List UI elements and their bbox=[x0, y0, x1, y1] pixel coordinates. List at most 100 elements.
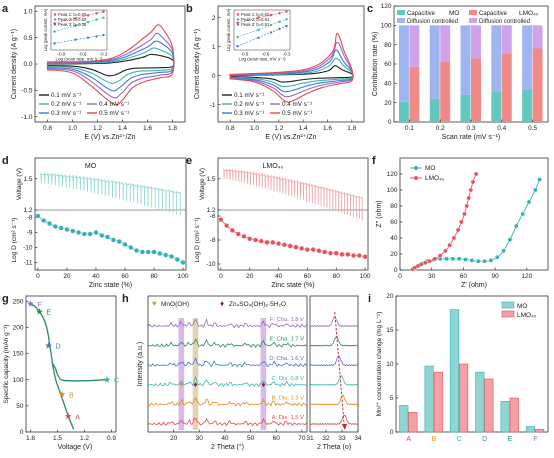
legend-label: Diffusion controlled bbox=[479, 19, 530, 25]
fit-point bbox=[257, 36, 260, 40]
x-tick-label: 1.2 bbox=[93, 125, 102, 132]
inset-y-axis-label: Log (peak current, mA) bbox=[226, 8, 231, 51]
eis-point bbox=[451, 235, 457, 241]
y-tick-label: 0 bbox=[394, 267, 398, 274]
x-axis-label: 2 Theta (°) bbox=[211, 443, 244, 451]
eis-point bbox=[455, 227, 461, 233]
phase-band bbox=[178, 318, 185, 430]
bar-diffusion-mo bbox=[429, 25, 440, 99]
y-tick-label: 15 bbox=[386, 327, 394, 334]
y-tick-label: 60 bbox=[390, 219, 398, 226]
x-tick-label: 32 bbox=[322, 435, 330, 442]
bar-lmo bbox=[408, 411, 418, 433]
logd-point bbox=[350, 253, 357, 259]
y-axis-label: Current density (A g⁻¹) bbox=[194, 29, 201, 99]
state-marker-label: B bbox=[69, 392, 74, 399]
y-tick-label: 20 bbox=[384, 100, 392, 107]
inset-legend-label: Peak 3: b=0.91 bbox=[241, 22, 270, 27]
bar-mo bbox=[399, 405, 409, 433]
x-tick-label: 60 bbox=[121, 273, 129, 280]
x-tick-label: 1.2 bbox=[80, 435, 89, 442]
eis-point bbox=[464, 203, 469, 209]
eis-point bbox=[514, 223, 519, 229]
logd-point bbox=[75, 229, 82, 236]
axes-frame bbox=[34, 157, 187, 271]
xrd-trace-label: A: Dis. 1.5 V bbox=[272, 415, 304, 421]
inset-legend-marker bbox=[236, 23, 240, 26]
logd-point bbox=[87, 231, 93, 237]
state-marker-label: A bbox=[75, 414, 80, 421]
bar-diffusion-mo bbox=[491, 25, 502, 93]
y-tick-label: 1 bbox=[212, 44, 216, 51]
x-tick-label: 20 bbox=[246, 273, 254, 280]
inset-x-tick-label: -0.3 bbox=[100, 52, 108, 57]
inset-x-tick-label: -0.9 bbox=[241, 52, 249, 57]
fit-point bbox=[95, 35, 98, 38]
y-tick-label: 0 bbox=[390, 429, 394, 436]
x-tick-label: 1.8 bbox=[347, 125, 356, 132]
panel-h: 20 30 40 50 60 70 31 32 33 34 2 Theta (°) 2 Theta (… bbox=[137, 295, 362, 451]
legend-symbol: ♥ bbox=[152, 299, 157, 308]
x-tick-label: 30 bbox=[428, 273, 436, 280]
y-tick-label: 0 bbox=[212, 73, 216, 80]
legend-label: 0.2 mV s⁻¹ bbox=[234, 101, 264, 108]
x-tick-label: 1.4 bbox=[118, 125, 127, 132]
logd-point bbox=[293, 244, 299, 250]
eis-point bbox=[533, 187, 538, 193]
logd-point bbox=[304, 247, 311, 253]
state-marker bbox=[27, 300, 34, 307]
y-axis-label: Mn²⁺ concentration change (mg L⁻¹) bbox=[376, 312, 383, 417]
x-tick-label: 0 bbox=[398, 273, 402, 280]
fit-point bbox=[102, 10, 105, 13]
x-tick-label: 60 bbox=[460, 273, 468, 280]
phase-band bbox=[192, 318, 199, 430]
y-tick-label: -11 bbox=[24, 260, 33, 267]
logd-point bbox=[145, 249, 151, 255]
y-tick-label: 1.5 bbox=[206, 176, 215, 183]
xrd-trace bbox=[147, 338, 307, 348]
logd-point bbox=[163, 252, 169, 258]
logd-point bbox=[224, 223, 230, 229]
eis-line bbox=[414, 179, 540, 269]
xrd-zoom-trace bbox=[309, 336, 359, 347]
x-tick-label: 60 bbox=[304, 273, 312, 280]
fit-point bbox=[236, 44, 239, 48]
legend-symbol: ♦ bbox=[220, 299, 224, 308]
x-tick-label: 40 bbox=[221, 435, 229, 442]
logd-point bbox=[168, 253, 175, 260]
x-tick-label: D bbox=[482, 436, 487, 443]
bar-diffusion-lmo bbox=[409, 25, 420, 67]
y-tick-label: -8 bbox=[27, 215, 33, 222]
eis-point bbox=[427, 258, 432, 264]
state-marker bbox=[103, 376, 111, 383]
cv-curve bbox=[229, 33, 354, 103]
y-tick-label: 100 bbox=[381, 23, 392, 30]
logd-point bbox=[333, 250, 339, 256]
fit-line bbox=[237, 18, 287, 38]
eis-point bbox=[459, 219, 464, 225]
x-tick-label: 100 bbox=[178, 273, 189, 280]
eis-point bbox=[526, 199, 532, 205]
panel-f: 0 30 60 90 120 0 20 40 60 80 100 120 Z' (ohm) Z'' (oh… bbox=[376, 157, 549, 289]
logd-point bbox=[139, 249, 146, 255]
logd-point bbox=[241, 233, 247, 240]
panel-title: MO bbox=[85, 163, 97, 170]
x-tick-label: 1.2 bbox=[274, 125, 283, 132]
xrd-trace-label: D: Cha. 1.6 V bbox=[269, 356, 304, 362]
inset-frame bbox=[50, 9, 108, 51]
legend-title: LMO₄₀ bbox=[519, 10, 539, 17]
fit-line bbox=[237, 25, 287, 47]
eis-point bbox=[443, 248, 448, 254]
logd-point bbox=[235, 231, 241, 237]
logd-point bbox=[41, 217, 47, 224]
y-tick-label: -10 bbox=[23, 245, 33, 252]
eis-point bbox=[418, 262, 424, 267]
logd-point bbox=[122, 241, 128, 248]
y-tick-label: 120 bbox=[381, 3, 392, 10]
bar-diffusion-lmo bbox=[471, 25, 481, 59]
x-tick-label: 0.8 bbox=[226, 125, 235, 132]
y-tick-label: -9 bbox=[27, 230, 33, 237]
panel-letter: d bbox=[2, 155, 9, 167]
